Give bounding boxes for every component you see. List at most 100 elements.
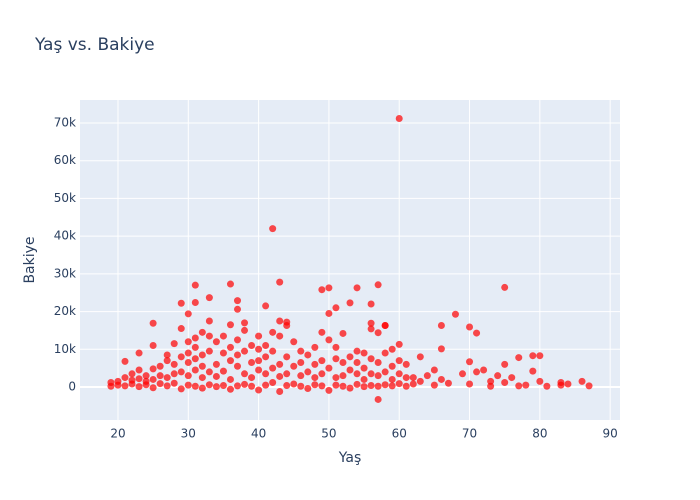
point <box>466 358 474 366</box>
point <box>501 378 509 386</box>
point <box>325 364 333 372</box>
point <box>269 347 277 355</box>
point <box>367 300 375 308</box>
point <box>149 375 157 383</box>
point <box>585 382 593 390</box>
point <box>381 368 389 376</box>
point <box>184 310 192 318</box>
point <box>170 360 178 368</box>
y-tick-label: 30k <box>54 266 76 280</box>
x-tick-label: 50 <box>321 427 336 441</box>
point <box>170 340 178 348</box>
point <box>269 328 277 336</box>
point <box>248 374 256 382</box>
point <box>290 338 298 346</box>
point <box>508 374 516 382</box>
x-tick-label: 30 <box>181 427 196 441</box>
point <box>255 366 263 374</box>
y-tick-label: 40k <box>54 229 76 243</box>
point <box>135 349 143 357</box>
point <box>198 328 206 336</box>
point <box>276 332 284 340</box>
point <box>205 332 213 340</box>
point <box>170 379 178 387</box>
point <box>339 358 347 366</box>
point <box>395 370 403 378</box>
point <box>416 353 424 361</box>
point <box>219 332 227 340</box>
point <box>388 382 396 390</box>
y-tick-label: 0 <box>68 380 76 394</box>
point <box>353 284 361 292</box>
point <box>529 367 537 375</box>
point <box>276 278 284 286</box>
point <box>367 319 375 327</box>
point <box>234 297 241 305</box>
point <box>416 377 424 385</box>
point <box>367 381 375 389</box>
point <box>388 362 396 370</box>
point <box>451 310 459 318</box>
point <box>255 386 263 394</box>
point <box>290 362 298 370</box>
point <box>149 319 157 327</box>
point <box>395 340 403 348</box>
point <box>487 382 495 390</box>
point <box>121 382 129 390</box>
point <box>466 323 474 331</box>
point <box>163 351 171 359</box>
point <box>234 336 241 344</box>
point <box>219 381 227 389</box>
point <box>536 377 544 385</box>
point <box>135 366 143 374</box>
point <box>339 372 347 380</box>
point <box>304 351 312 359</box>
point <box>444 379 452 387</box>
point <box>283 322 291 330</box>
point <box>248 358 256 366</box>
point <box>557 381 565 389</box>
point <box>430 381 438 389</box>
point <box>529 352 537 360</box>
point <box>226 280 234 288</box>
point <box>578 377 586 385</box>
point <box>339 329 347 337</box>
point <box>318 382 326 390</box>
point <box>332 343 340 351</box>
point <box>515 382 523 390</box>
point <box>241 319 249 327</box>
point <box>241 380 249 388</box>
point <box>374 358 382 366</box>
point <box>339 382 347 390</box>
point <box>430 366 438 374</box>
point <box>536 352 544 360</box>
y-axis-title: Bakiye <box>22 236 38 283</box>
point <box>395 357 403 365</box>
point <box>177 299 185 307</box>
point <box>255 332 263 340</box>
point <box>297 372 305 380</box>
point <box>564 380 572 388</box>
point <box>226 343 234 351</box>
y-tick-label: 70k <box>54 116 76 130</box>
x-tick-label: 20 <box>110 427 125 441</box>
point <box>198 374 206 382</box>
point <box>241 347 249 355</box>
point <box>367 370 375 378</box>
point <box>212 372 220 380</box>
point <box>318 286 326 294</box>
point <box>234 305 241 313</box>
point <box>437 375 445 383</box>
point <box>543 382 551 390</box>
point <box>191 281 199 289</box>
point <box>325 386 333 394</box>
x-tick-label: 40 <box>251 427 266 441</box>
point <box>255 345 263 353</box>
point <box>191 299 199 307</box>
point <box>374 329 382 337</box>
point <box>191 382 199 390</box>
point <box>437 322 445 330</box>
point <box>191 366 199 374</box>
point <box>170 370 178 378</box>
point <box>219 367 227 375</box>
